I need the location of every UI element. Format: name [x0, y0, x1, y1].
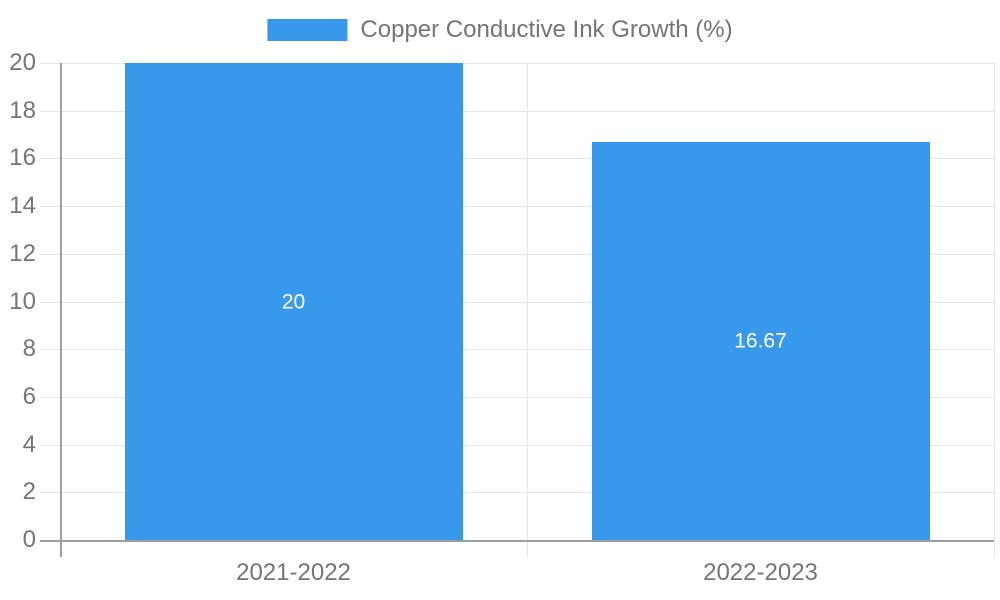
gridline: [40, 110, 994, 112]
gridline: [40, 492, 994, 494]
y-axis-tick-label: 2: [22, 478, 36, 506]
x-axis-category-label: 2021-2022: [236, 559, 351, 586]
x-axis-category-label: 2022-2023: [703, 559, 818, 586]
y-axis-tick-label: 0: [22, 526, 36, 553]
legend-label: Copper Conductive Ink Growth (%): [360, 16, 733, 43]
x-axis-baseline: [40, 540, 994, 542]
y-axis-tick-label: 12: [9, 239, 36, 267]
gridline: [40, 444, 994, 446]
bar[interactable]: [591, 142, 930, 540]
y-axis-tick-label: 8: [22, 335, 36, 363]
bar-value-label: 20: [281, 290, 306, 313]
category-separator-line: [994, 63, 995, 557]
y-axis-line: [60, 63, 62, 557]
y-axis-tick-label: 16: [9, 144, 36, 172]
bar-value-label: 16.67: [734, 329, 787, 353]
y-axis-tick-label: 6: [22, 382, 36, 410]
y-axis-tick-label: 4: [22, 430, 36, 458]
y-axis-tick-label: 20: [9, 49, 36, 76]
gridline: [40, 158, 994, 160]
gridline: [40, 253, 994, 255]
legend[interactable]: Copper Conductive Ink Growth (%): [267, 16, 733, 44]
gridline: [40, 63, 994, 64]
y-axis-tick-label: 10: [9, 287, 36, 315]
y-axis-tick-label: 18: [9, 96, 36, 124]
category-separator-line: [527, 63, 528, 557]
gridline: [40, 349, 994, 351]
gridline: [40, 301, 994, 303]
gridline: [40, 396, 994, 398]
bar[interactable]: [124, 63, 463, 540]
y-axis-tick-label: 14: [9, 192, 36, 220]
legend-swatch-icon: [267, 19, 348, 41]
gridline: [40, 206, 994, 208]
